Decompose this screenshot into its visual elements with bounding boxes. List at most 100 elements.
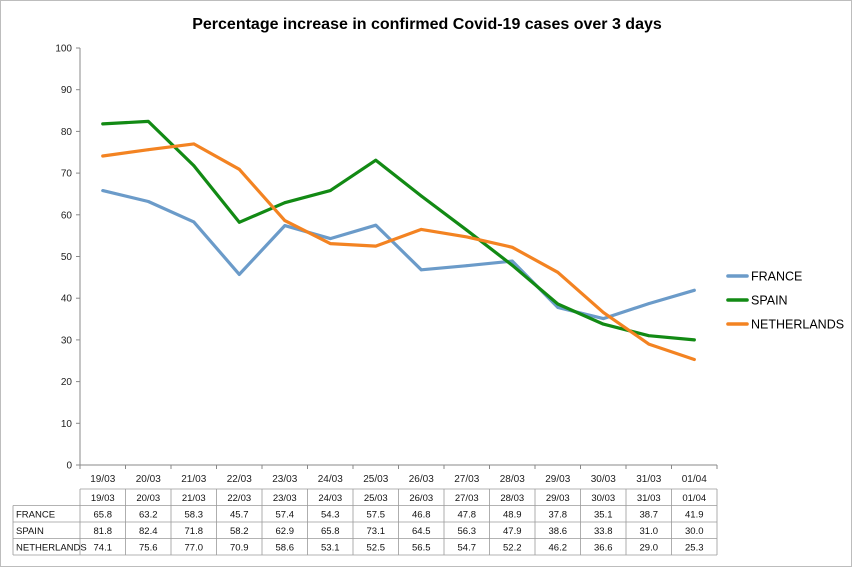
table-row-label: SPAIN xyxy=(16,526,44,537)
table-header-cell: 29/03 xyxy=(546,493,570,504)
series-line-netherlands xyxy=(101,142,696,362)
x-tick-label: 21/03 xyxy=(181,474,206,485)
table-cell: 47.9 xyxy=(503,526,522,537)
table-cell: 46.2 xyxy=(549,543,568,554)
data-point xyxy=(601,317,605,321)
table-header-cell: 22/03 xyxy=(227,493,251,504)
data-point xyxy=(328,189,332,193)
data-point xyxy=(237,220,241,224)
table-cell: 36.6 xyxy=(594,543,613,554)
x-tick-label: 20/03 xyxy=(136,474,161,485)
x-tick-label: 19/03 xyxy=(90,474,115,485)
data-point xyxy=(556,270,560,274)
table-cell: 53.1 xyxy=(321,543,340,554)
table-row-label: FRANCE xyxy=(16,510,55,521)
x-tick-label: 25/03 xyxy=(363,474,388,485)
data-point xyxy=(237,167,241,171)
x-tick-label: 30/03 xyxy=(591,474,616,485)
series-line-france xyxy=(101,189,696,321)
data-point xyxy=(283,219,287,223)
table-cell: 37.8 xyxy=(549,510,568,521)
table-cell: 71.8 xyxy=(185,526,204,537)
table-header-cell: 25/03 xyxy=(364,493,388,504)
data-table: 19/03 20/03 21/03 22/03 23/03 24/03 25/03 26/03… xyxy=(12,488,718,556)
data-point xyxy=(692,338,696,342)
data-point xyxy=(647,334,651,338)
table-row-label: NETHERLANDS xyxy=(16,543,87,554)
x-tick-label: 23/03 xyxy=(272,474,297,485)
table-cell: 64.5 xyxy=(412,526,431,537)
table-cell: 25.3 xyxy=(685,543,704,554)
table-header-cell: 27/03 xyxy=(455,493,479,504)
data-point xyxy=(374,223,378,227)
x-tick-label: 26/03 xyxy=(409,474,434,485)
data-point xyxy=(647,302,651,306)
legend: FRANCE SPAIN NETHERLANDS xyxy=(726,270,844,332)
table-cell: 47.8 xyxy=(458,510,477,521)
y-tick-label: 40 xyxy=(61,294,73,305)
table-cell: 74.1 xyxy=(94,543,113,554)
table-cell: 77.0 xyxy=(185,543,204,554)
table-cell: 54.7 xyxy=(458,543,477,554)
table-cell: 38.7 xyxy=(640,510,659,521)
data-point xyxy=(556,305,560,309)
table-cell: 57.5 xyxy=(367,510,386,521)
x-tick-label: 01/04 xyxy=(682,474,707,485)
data-point xyxy=(283,224,287,228)
table-cell: 52.2 xyxy=(503,543,522,554)
x-tick-label: 29/03 xyxy=(545,474,570,485)
table-cell: 41.9 xyxy=(685,510,704,521)
legend-label-spain: SPAIN xyxy=(751,294,788,308)
table-cell: 75.6 xyxy=(139,543,158,554)
y-tick-label: 70 xyxy=(61,169,73,180)
table-cell: 57.4 xyxy=(276,510,295,521)
y-tick-label: 0 xyxy=(66,461,72,472)
table-cell: 65.8 xyxy=(321,526,340,537)
table-cell: 81.8 xyxy=(94,526,113,537)
data-point xyxy=(101,154,105,158)
data-point xyxy=(465,264,469,268)
x-tick-label: 27/03 xyxy=(454,474,479,485)
data-point xyxy=(510,245,514,249)
x-tick-label: 24/03 xyxy=(318,474,343,485)
table-cell: 58.3 xyxy=(185,510,204,521)
data-point xyxy=(101,189,105,193)
table-cell: 46.8 xyxy=(412,510,431,521)
data-point xyxy=(510,259,514,263)
data-point xyxy=(101,122,105,126)
table-cell: 54.3 xyxy=(321,510,340,521)
table-cell: 58.2 xyxy=(230,526,249,537)
data-point xyxy=(556,302,560,306)
table-header-cell: 31/03 xyxy=(637,493,661,504)
series-line-spain xyxy=(101,119,696,342)
table-header-cell: 28/03 xyxy=(500,493,524,504)
data-point xyxy=(146,119,150,123)
table-header-cell: 24/03 xyxy=(318,493,342,504)
table-header-cell: 23/03 xyxy=(273,493,297,504)
table-cell: 30.0 xyxy=(685,526,704,537)
series-netherlands xyxy=(101,142,696,362)
table-cell: 56.3 xyxy=(458,526,477,537)
data-point xyxy=(283,201,287,205)
x-tick-label: 28/03 xyxy=(500,474,525,485)
y-tick-label: 50 xyxy=(61,252,73,263)
data-point xyxy=(601,322,605,326)
table-cell: 52.5 xyxy=(367,543,386,554)
data-point xyxy=(328,242,332,245)
y-tick-label: 20 xyxy=(61,377,73,388)
table-cell: 62.9 xyxy=(276,526,295,537)
table-cell: 38.6 xyxy=(549,526,568,537)
y-tick-label: 100 xyxy=(55,44,72,55)
data-point xyxy=(465,228,469,232)
table-cell: 45.7 xyxy=(230,510,249,521)
y-tick-label: 60 xyxy=(61,210,73,221)
data-point xyxy=(692,288,696,292)
data-point xyxy=(328,237,332,240)
data-point xyxy=(237,273,241,276)
table-cell: 58.6 xyxy=(276,543,295,554)
data-point xyxy=(465,235,469,239)
data-point xyxy=(419,268,423,272)
table-cell: 29.0 xyxy=(640,543,659,554)
